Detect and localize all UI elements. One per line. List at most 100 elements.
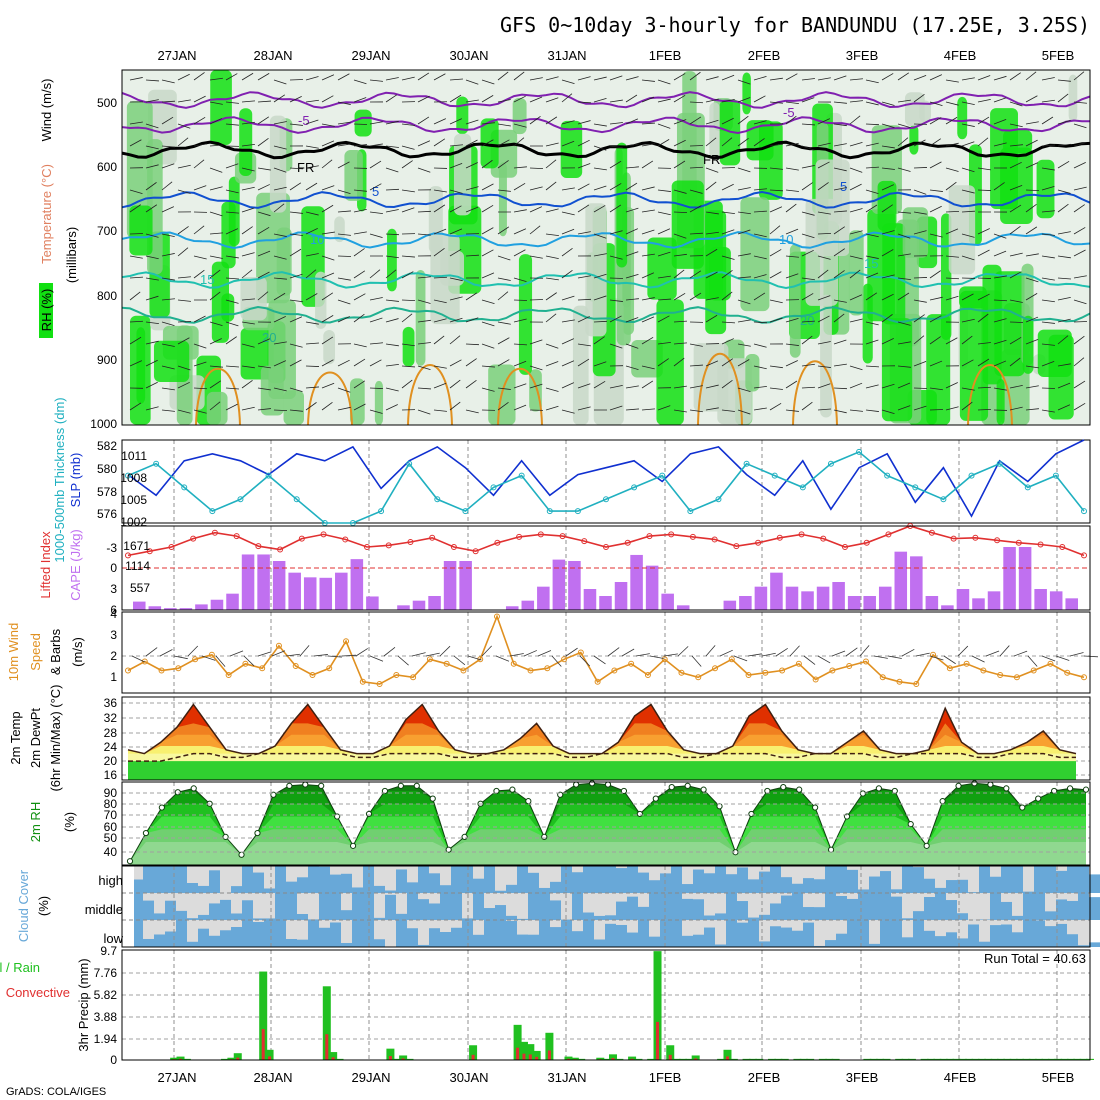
wind-barb [849, 100, 863, 103]
wind-barb [161, 233, 175, 238]
wind-barb [641, 408, 655, 411]
cloud-cover-bar [374, 939, 385, 947]
wind-barb [833, 299, 847, 303]
wind-barb [609, 160, 622, 169]
wind-barb [785, 318, 799, 323]
cloud-cover-bar [1012, 915, 1023, 920]
wind-barb [833, 387, 848, 390]
precip-total-bar [532, 1050, 541, 1060]
thickness-line-point [293, 496, 300, 503]
run-total-label: Run Total = 40.63 [984, 951, 1086, 966]
wind-barb [817, 142, 831, 147]
cloud-cover-bar [1012, 866, 1023, 893]
precip-total-bar [685, 1058, 694, 1060]
wind-barb [753, 138, 765, 147]
wind-barb [353, 380, 366, 389]
wind-barb [561, 228, 575, 235]
wind-barb [705, 314, 718, 323]
wind-barb [1041, 321, 1055, 324]
wind-barb [257, 184, 270, 191]
wind-barb [961, 293, 974, 301]
rh-blob [742, 72, 751, 115]
wind-barb [337, 299, 351, 305]
warm-contour [697, 352, 743, 426]
cloud-cover-bar [1056, 923, 1067, 947]
wind-barb [241, 365, 255, 369]
rh-point [158, 804, 165, 811]
wind-barb [641, 186, 655, 191]
bottom-date-label: 29JAN [351, 1070, 390, 1085]
wind-barb [961, 101, 975, 106]
cloud-cover-bar [616, 924, 627, 947]
wind-barb [849, 141, 863, 147]
wind-speed-line-point [275, 642, 282, 649]
cloud-cover-bar [847, 898, 858, 920]
thickness-line-point [462, 508, 469, 515]
rh-blob [820, 294, 832, 418]
wind-barb [257, 365, 271, 369]
cloud-cover-bar [550, 900, 561, 920]
wind-barb [433, 335, 445, 345]
wind-barb [673, 409, 687, 413]
wind-barb [481, 183, 494, 191]
wind-barb [785, 101, 799, 105]
cloud-cover-bar [187, 883, 198, 893]
cloud-cover-bar [451, 927, 462, 947]
wind-barb [305, 145, 319, 149]
cape-bar [645, 565, 659, 610]
thickness-line-point [743, 460, 750, 467]
chart-title: GFS 0~10day 3-hourly for BANDUNDU (17.25… [500, 13, 1090, 37]
precip-conv-bar [566, 1058, 570, 1060]
cape-bar [226, 593, 239, 610]
cloud-cover-bar [440, 932, 451, 947]
cloud-cover-bar [1001, 924, 1012, 947]
wind-barb [801, 123, 815, 126]
wind-barb [481, 95, 494, 103]
wind-barb-10m [1069, 652, 1084, 657]
wind-barb-10m [705, 645, 716, 657]
wind-barb [353, 343, 367, 348]
cloud-cover-bar [594, 939, 605, 947]
thickness-line-point [406, 460, 413, 467]
contour-label: 10 [310, 232, 324, 247]
wind-barb [241, 380, 253, 389]
wind-barb [561, 319, 575, 323]
cape-bar [723, 600, 737, 610]
wind-barb-10m [761, 652, 776, 657]
wind-barb [593, 336, 605, 345]
wind-barb [289, 123, 303, 126]
wind-barb [593, 123, 607, 127]
cape-bar [195, 604, 208, 610]
thickness-line-point [574, 508, 581, 515]
wind-barb [1009, 385, 1023, 389]
lifted-index-line-point [277, 546, 284, 553]
wind-barb [657, 275, 671, 279]
wind-barb [513, 123, 527, 128]
cape-bar [133, 601, 146, 610]
wind-barb [945, 79, 959, 83]
wind-barb [769, 387, 783, 390]
wind-barb [417, 276, 431, 279]
wind-barb [897, 277, 911, 280]
wind-barb [513, 228, 527, 235]
temp-frame [121, 696, 1091, 781]
y-tick-label: 32 [104, 711, 118, 725]
wind-barb [513, 166, 527, 169]
cloud-cover-bar [462, 918, 473, 920]
rh-blob [206, 391, 228, 425]
wind-barb [1025, 226, 1038, 235]
wind-barb [865, 272, 879, 279]
wind-barb-10m [453, 655, 466, 666]
lifted-index-line-point [385, 542, 392, 549]
millibars-label: (millibars) [64, 227, 79, 283]
cloud-cover-bar [209, 903, 220, 920]
cloud-cover-bar [1078, 866, 1089, 893]
wind-barb [369, 160, 382, 169]
y-tick-label: 1 [110, 670, 117, 684]
wind-barb-10m [789, 645, 800, 657]
isotherm-line [121, 231, 1091, 250]
cape-bar [552, 559, 566, 610]
wind-barb [849, 78, 863, 81]
wind-barb [497, 401, 509, 411]
rh-point [429, 795, 436, 802]
